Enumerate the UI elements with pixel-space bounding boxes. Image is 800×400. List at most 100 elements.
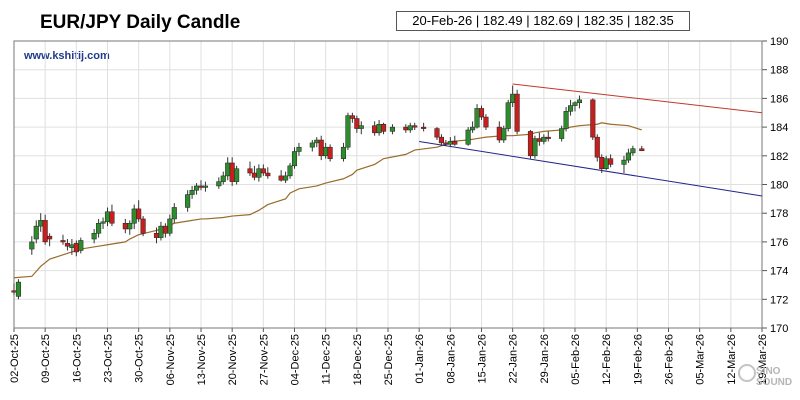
candle-body <box>127 222 133 230</box>
bull-candle <box>576 95 583 109</box>
y-tick-label: 172 <box>770 294 788 306</box>
candle-body <box>234 168 240 182</box>
x-tick-label: 15-Jan-26 <box>477 334 489 384</box>
bull-candle <box>603 155 609 171</box>
candle-body <box>283 175 289 181</box>
candle-body <box>474 108 480 128</box>
candle-body <box>536 138 542 142</box>
bear-candle <box>590 98 596 141</box>
moving-average <box>13 122 642 279</box>
candle-body <box>327 146 333 159</box>
bear-candle <box>421 122 427 132</box>
candle-body <box>136 208 142 220</box>
candle-body <box>131 208 137 224</box>
candle-body <box>496 126 502 141</box>
bear-candle <box>47 233 53 247</box>
bull-candle <box>314 137 320 148</box>
x-tick-label: 18-Dec-25 <box>352 334 364 385</box>
candle-body <box>216 181 222 187</box>
candle-body <box>122 222 128 230</box>
candle-body <box>376 123 382 134</box>
sinosound-watermark: SINO SOUND <box>738 364 796 394</box>
candle-body <box>278 175 284 181</box>
bear-candle <box>11 283 17 295</box>
candle-body <box>354 118 360 129</box>
y-tick-label: 178 <box>770 208 788 220</box>
y-tick-label: 182 <box>770 151 788 163</box>
bear-candle <box>349 112 355 123</box>
bear-candle <box>527 129 534 159</box>
bear-candle <box>483 114 489 130</box>
candle-body <box>412 125 418 128</box>
candle-body <box>100 221 106 224</box>
candle-body <box>256 168 262 178</box>
bull-candle <box>340 142 347 162</box>
candle-body <box>29 241 35 250</box>
bear-candle <box>514 89 520 135</box>
candle-body <box>171 207 177 220</box>
bull-candle <box>78 237 84 254</box>
y-tick-label: 186 <box>770 93 788 105</box>
bull-candle <box>296 142 302 156</box>
bull-candle <box>567 99 574 116</box>
x-tick-label: 02-Oct-25 <box>9 334 21 383</box>
candle-body <box>69 244 75 248</box>
x-tick-label: 23-Oct-25 <box>103 334 115 383</box>
candle-body <box>225 162 231 177</box>
candle-body <box>380 123 387 132</box>
candle-body <box>167 218 173 234</box>
bull-candle <box>100 217 106 229</box>
x-tick-label: 08-Jan-26 <box>445 334 457 384</box>
y-tick-label: 184 <box>770 122 788 134</box>
bear-candle <box>380 122 387 135</box>
bull-candle <box>104 207 111 227</box>
candle-body <box>563 111 569 129</box>
candle-body <box>318 139 324 157</box>
candles <box>11 85 645 300</box>
candle-body <box>340 146 347 159</box>
bull-candle <box>225 157 231 181</box>
x-tick-label: 13-Nov-25 <box>196 334 208 385</box>
candle-body <box>541 136 547 142</box>
bull-candle <box>323 142 329 159</box>
bear-candle <box>372 121 378 136</box>
candle-body <box>345 115 351 148</box>
bull-candle <box>202 181 209 192</box>
candle-body <box>514 93 520 132</box>
candle-body <box>91 233 97 240</box>
ohlc-readout: 20-Feb-26 | 182.49 | 182.69 | 182.35 | 1… <box>396 11 690 31</box>
candle-body <box>389 126 396 132</box>
candle-body <box>60 240 66 243</box>
candle-body <box>608 158 614 165</box>
candle-body <box>73 243 79 253</box>
moving-average-line <box>13 122 642 279</box>
candle-body <box>501 128 507 141</box>
bear-candle <box>545 131 551 142</box>
candle-body <box>559 128 565 139</box>
candle-body <box>478 108 485 118</box>
bear-candle <box>536 132 542 146</box>
bull-candle <box>358 121 364 135</box>
bull-candle <box>630 145 636 156</box>
bear-candle <box>438 134 444 146</box>
bull-candle <box>193 183 200 195</box>
bull-candle <box>189 185 195 199</box>
candle-body <box>447 141 453 145</box>
x-tick-label: 05-Feb-26 <box>570 334 582 385</box>
candle-body <box>247 168 253 174</box>
bull-candle <box>256 164 262 182</box>
x-tick-label: 01-Jan-26 <box>414 334 426 384</box>
candle-body <box>158 225 164 238</box>
bull-candle <box>389 124 396 135</box>
bull-candle <box>465 127 471 146</box>
candle-body <box>372 125 378 134</box>
upper-trendline <box>512 83 763 114</box>
y-tick-label: 188 <box>770 65 788 77</box>
candle-body <box>403 126 409 131</box>
bull-candle <box>185 190 191 212</box>
x-tick-label: 25-Dec-25 <box>383 334 395 385</box>
x-tick-label: 11-Dec-25 <box>321 334 333 385</box>
bull-candle <box>510 85 516 108</box>
bear-candle <box>639 145 645 152</box>
trendlines <box>419 83 763 197</box>
